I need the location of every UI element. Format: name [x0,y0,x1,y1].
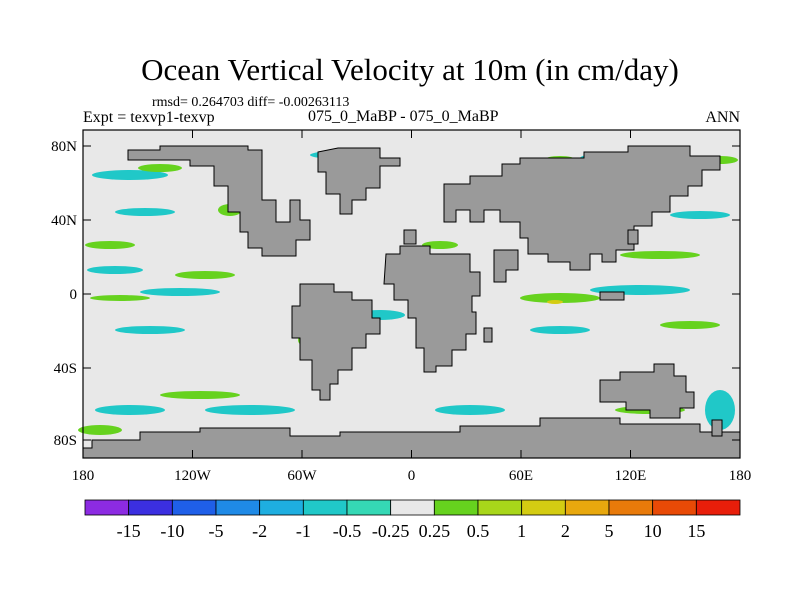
field-blob [85,241,135,249]
colorbar-label: -0.5 [333,521,362,541]
lon-tick-label: 120W [174,468,212,484]
indonesia [599,291,625,301]
colorbar-swatch [652,499,697,516]
field-blob [140,288,220,296]
colorbar-swatch [390,499,435,516]
greenland [317,147,401,215]
colorbar-swatch [695,499,741,516]
colorbar-label: -15 [117,521,141,541]
field-blob [95,405,165,415]
field-blob [92,170,168,180]
land-masses [82,145,741,459]
lat-tick-label: 40S [54,361,77,377]
field-blob [115,208,175,216]
lon-tick-label: 60W [287,468,317,484]
field-blob [530,326,590,334]
lon-tick-label: 120E [615,468,647,484]
africa [383,245,481,373]
field-blob [160,391,240,399]
colorbar-swatch [564,499,610,516]
field-blob [660,321,720,329]
lon-tick-label: 180 [729,468,752,484]
field-blob [87,266,143,274]
field-blob [78,425,122,435]
case-label: 075_0_MaBP - 075_0_MaBP [308,108,499,125]
colorbar-label: -2 [252,521,267,541]
colorbar-label: 1 [517,521,526,541]
latitude-axis: 80N 40N 0 40S 80S [51,139,740,449]
colorbar-swatch [84,499,130,516]
colorbar-swatch [608,499,654,516]
colorbar-swatch [346,499,392,516]
colorbar-swatch [302,499,348,516]
north-america [127,145,311,257]
colorbar-label: 5 [605,521,614,541]
arabia [493,249,519,283]
lon-tick-label: 0 [408,468,416,484]
lat-tick-label: 80S [54,433,77,449]
colorbar: -15 -10 -5 -2 -1 -0.5 -0.25 0.25 0.5 1 2 5 10 15 [84,499,741,541]
field-blob [620,251,700,259]
new-zealand [711,419,723,437]
japan [627,229,639,245]
field-blob [115,326,185,334]
plot-title: Ocean Vertical Velocity at 10m (in cm/da… [141,52,679,87]
uk [403,229,417,245]
field-blob [138,164,182,172]
colorbar-label: 15 [687,521,705,541]
lon-tick-label: 60E [509,468,533,484]
lat-tick-label: 40N [51,213,77,229]
australia [599,363,695,419]
field-blob [205,405,295,415]
field-blob [422,241,458,249]
experiment-label: Expt = texvp1-texvp [83,109,215,126]
colorbar-label: -10 [160,521,184,541]
field-blob [175,271,235,279]
season-label: ANN [705,109,740,126]
colorbar-swatch [433,499,479,516]
colorbar-label: -0.25 [372,521,410,541]
field-blob [435,405,505,415]
lat-tick-label: 0 [70,287,78,303]
lon-tick-label: 180 [72,468,95,484]
eurasia [443,145,721,271]
colorbar-label: 0.5 [467,521,490,541]
south-america [291,283,381,401]
colorbar-label: 10 [644,521,662,541]
field-blob [520,293,600,303]
colorbar-swatch [259,499,304,516]
colorbar-swatch [215,499,261,516]
colorbar-label: -5 [209,521,224,541]
madagascar [483,327,493,343]
lat-tick-label: 80N [51,139,77,155]
longitude-axis: 180 120W 60W 0 60E 120E 180 [72,130,752,484]
colorbar-label: -1 [296,521,311,541]
stats-text: rmsd= 0.264703 diff= -0.00263113 [152,95,350,110]
field-blob [670,211,730,219]
field-blob [90,295,150,301]
colorbar-swatch [477,499,523,516]
colorbar-swatch [171,499,217,516]
field-blob [547,300,563,304]
colorbar-label: 2 [561,521,570,541]
colorbar-swatch [128,499,173,516]
colorbar-swatch [521,499,566,516]
colorbar-label: 0.25 [419,521,451,541]
